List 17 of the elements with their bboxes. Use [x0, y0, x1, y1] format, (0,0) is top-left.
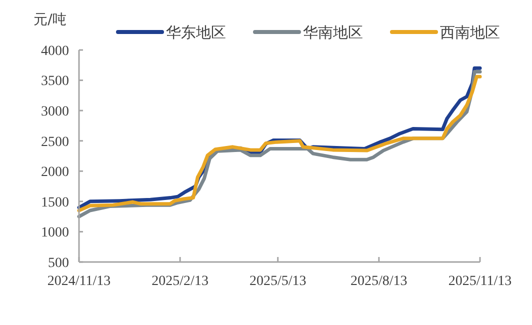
y-tick-label: 3000: [41, 104, 69, 120]
y-tick-label: 1500: [41, 195, 69, 210]
y-tick-label: 3500: [41, 74, 69, 90]
x-tick-label: 2024/11/13: [47, 274, 111, 289]
legend-label: 华南地区: [303, 23, 363, 42]
y-tick-label: 2500: [41, 134, 69, 150]
x-tick-label: 2025/11/13: [448, 274, 512, 289]
y-tick-label: 2000: [41, 165, 69, 180]
x-tick-label: 2025/2/13: [152, 274, 208, 289]
y-tick-label: 500: [48, 256, 69, 271]
y-tick-label: 4000: [41, 44, 69, 59]
legend-label: 华东地区: [166, 23, 226, 42]
y-tick-label: 1000: [41, 226, 69, 241]
y-axis-title: 元/吨: [34, 12, 66, 28]
x-tick-label: 2025/8/13: [350, 274, 408, 289]
legend-label: 西南地区: [440, 23, 500, 42]
x-tick-label: 2025/5/13: [249, 274, 306, 289]
